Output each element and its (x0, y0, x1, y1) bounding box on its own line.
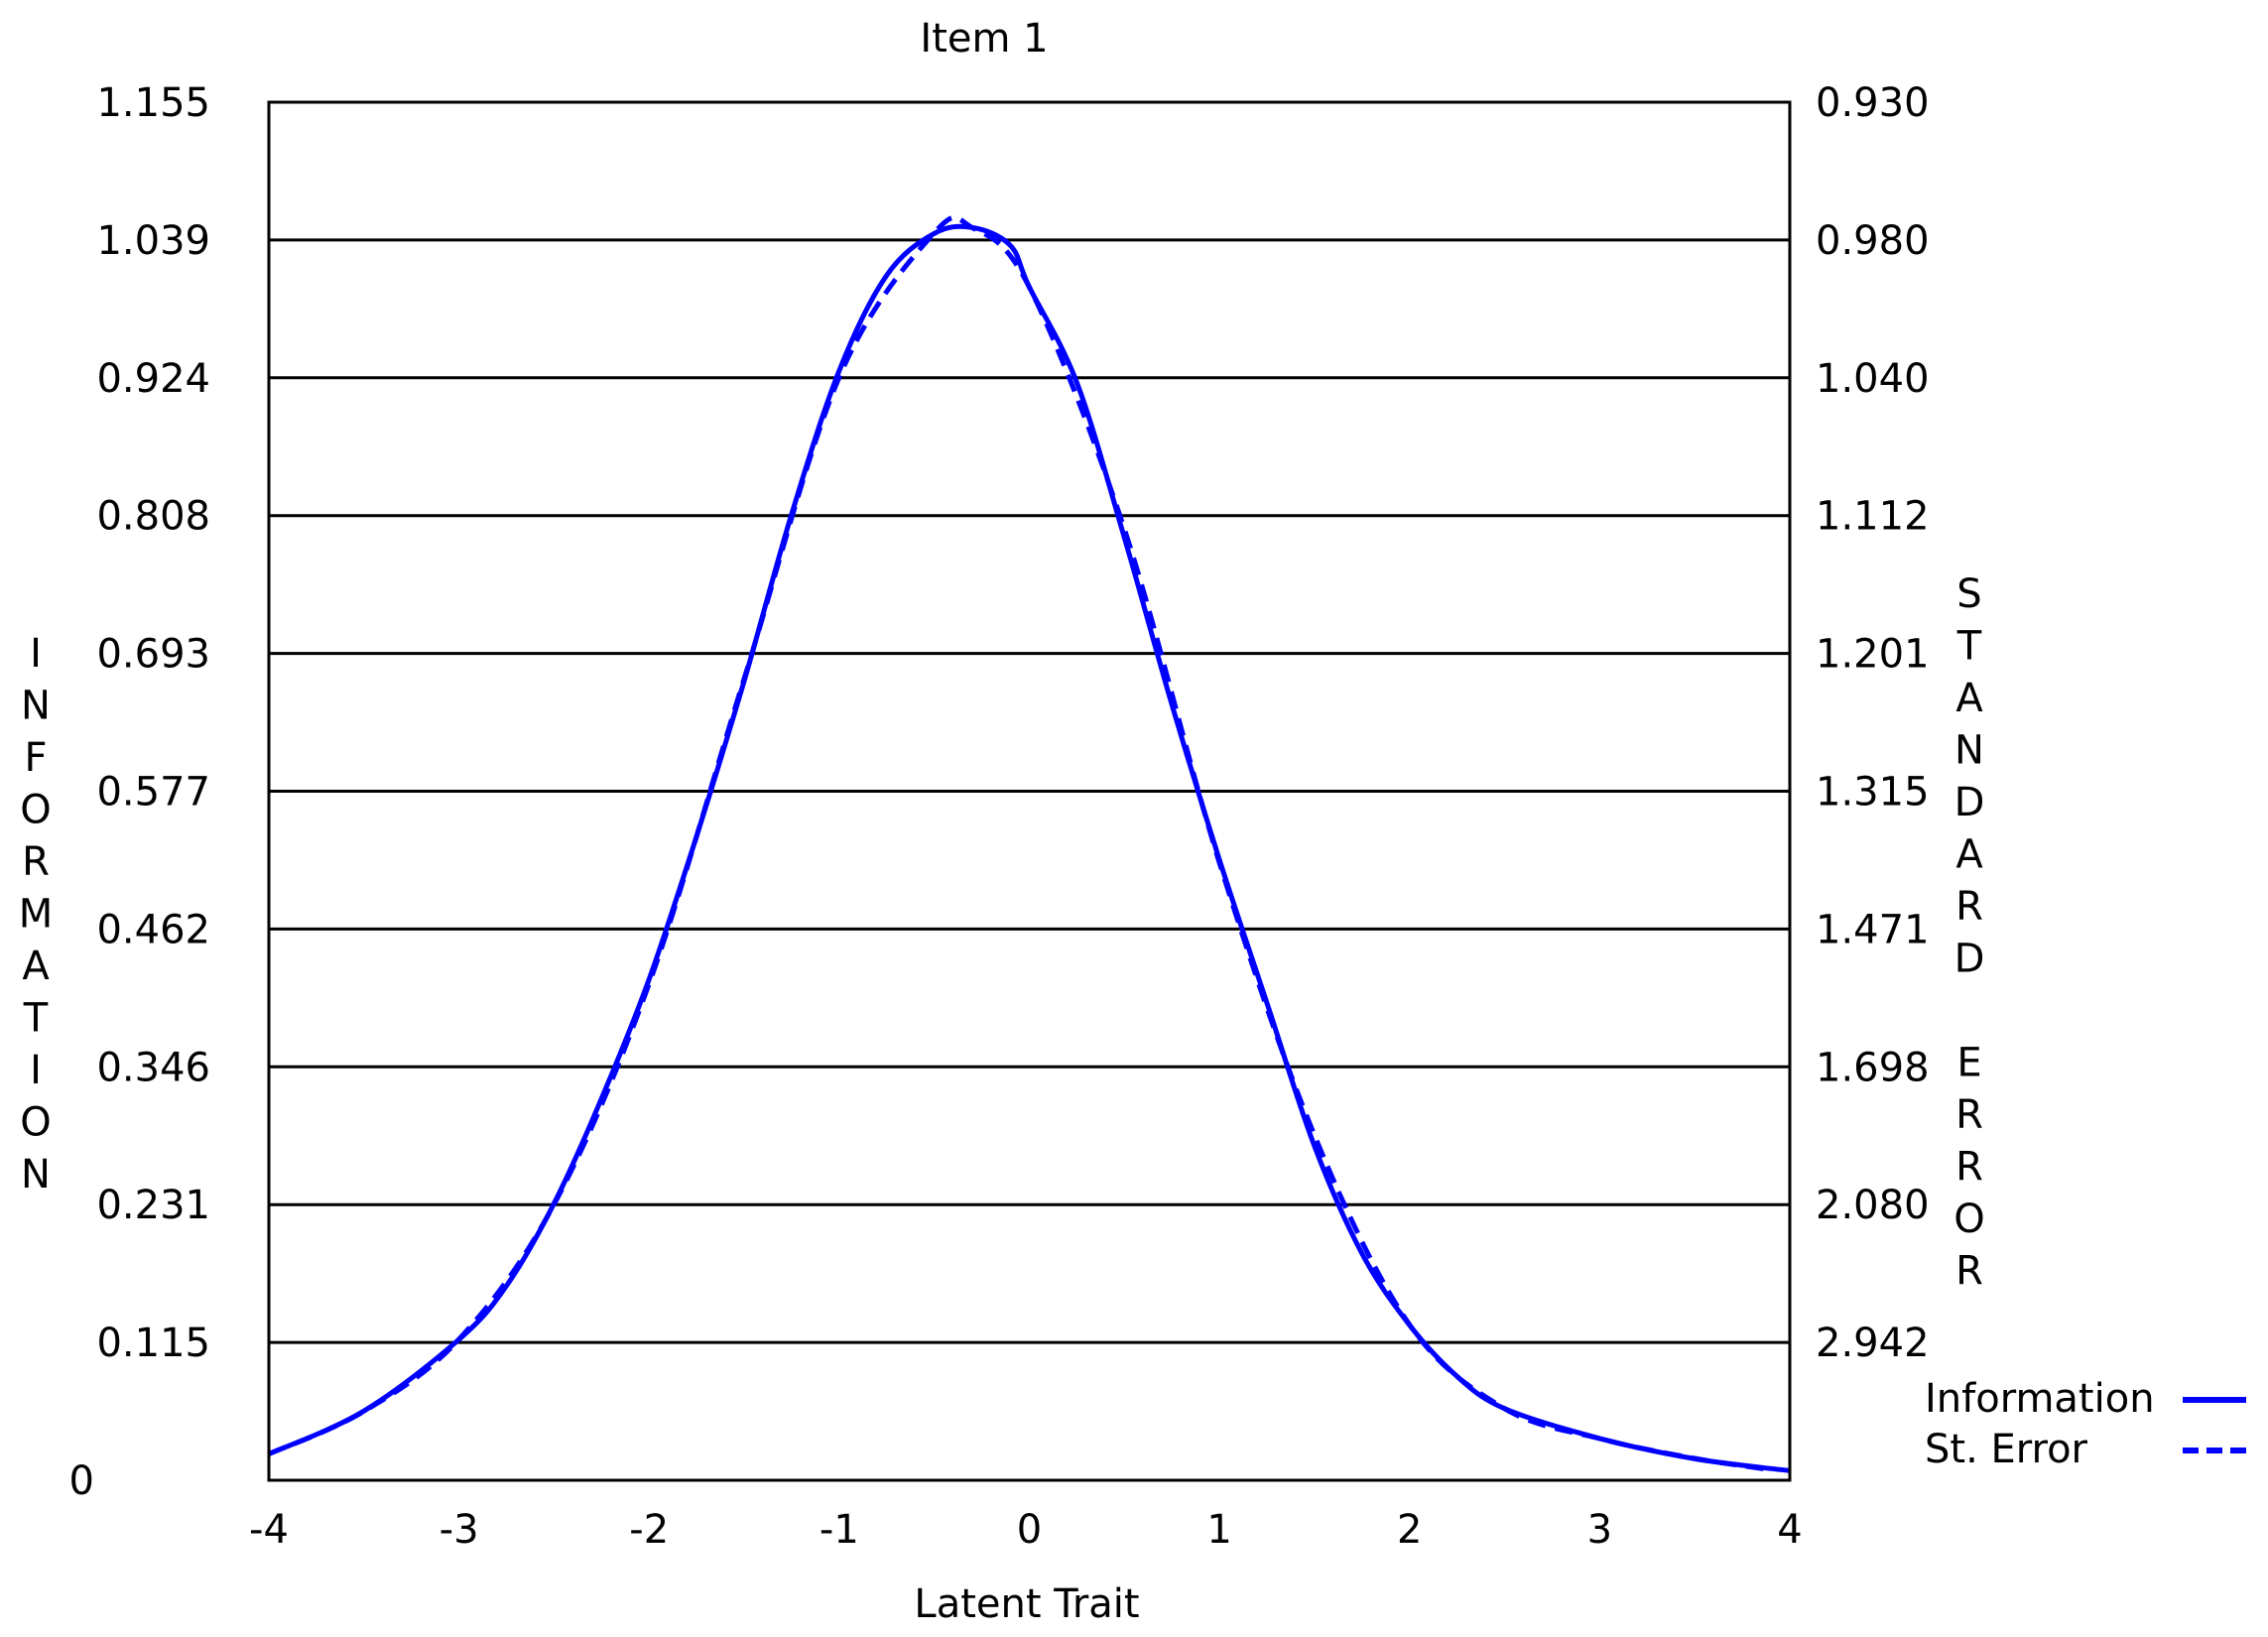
legend-label-information: Information (1925, 1376, 2155, 1422)
axis-title-letter: O (20, 1100, 51, 1146)
plot-series (267, 214, 1791, 1473)
axis-title-letter: O (20, 788, 51, 833)
grid-lines (269, 238, 1790, 1344)
axis-title-letter: R (1955, 884, 1983, 930)
axis-title-letter: N (21, 684, 51, 729)
axis-title-letter: A (22, 944, 50, 989)
x-axis-title: Latent Trait (914, 1581, 1139, 1627)
axis-title-letter: T (1956, 624, 1982, 670)
y-left-tick-label: 0.577 (96, 770, 210, 816)
y-left-tick-label: 0 (69, 1458, 94, 1504)
axis-title-letter: A (1955, 832, 1983, 878)
x-tick-label: -2 (629, 1507, 669, 1553)
y-axis-left-ticks: 0 0.115 0.231 0.346 0.462 0.577 0.693 0.808 0.92… (69, 80, 210, 1504)
x-tick-label: -1 (819, 1507, 859, 1553)
y-left-tick-label: 0.346 (96, 1045, 210, 1090)
axis-title-letter: R (1955, 1249, 1983, 1295)
legend-label-st-error: St. Error (1925, 1427, 2088, 1472)
y-right-tick-label: 1.315 (1816, 770, 1930, 816)
axis-title-letter: I (30, 631, 42, 677)
y-right-tick-label: 1.040 (1816, 356, 1930, 402)
axis-title-letter: F (24, 735, 47, 781)
x-axis-ticks: -4 -3 -2 -1 0 1 2 3 4 (249, 1507, 1803, 1553)
axis-title-letter: R (1955, 1092, 1983, 1138)
axis-title-letter: D (1954, 780, 1985, 825)
y-right-tick-label: 1.112 (1816, 494, 1930, 540)
y-left-tick-label: 0.808 (96, 494, 210, 540)
y-right-tick-label: 0.980 (1816, 218, 1930, 264)
y-right-tick-label: 1.201 (1816, 632, 1930, 678)
st-error-curve (267, 214, 1772, 1472)
axis-title-letter: N (1954, 728, 1984, 774)
information-curve (267, 223, 1791, 1473)
x-tick-label: 2 (1397, 1507, 1422, 1553)
x-tick-label: -3 (440, 1507, 479, 1553)
axis-title-letter: S (1956, 571, 1981, 617)
y-right-tick-label: 2.942 (1816, 1321, 1930, 1366)
x-tick-label: 3 (1587, 1507, 1612, 1553)
x-tick-label: 0 (1017, 1507, 1042, 1553)
y-left-tick-label: 1.155 (96, 80, 210, 126)
y-right-tick-label: 0.930 (1816, 80, 1930, 126)
axis-title-letter: I (30, 1048, 42, 1093)
y-right-tick-label: 2.080 (1816, 1183, 1930, 1228)
y-left-tick-label: 0.693 (96, 632, 210, 678)
axis-title-letter: N (21, 1152, 51, 1197)
y-right-tick-label: 1.471 (1816, 907, 1930, 952)
axis-title-letter: O (1953, 1196, 1984, 1242)
y-right-tick-label: 1.698 (1816, 1045, 1930, 1090)
axis-title-letter: R (1955, 1145, 1983, 1191)
y-left-tick-label: 1.039 (96, 218, 210, 264)
y-left-tick-label: 0.462 (96, 907, 210, 952)
axis-title-letter: E (1956, 1041, 1981, 1086)
axis-title-letter: M (19, 892, 54, 938)
y-left-tick-label: 0.924 (96, 356, 210, 402)
x-tick-label: 4 (1777, 1507, 1802, 1553)
plot-frame (267, 100, 1792, 1482)
axis-title-letter: R (22, 839, 50, 885)
y-left-tick-label: 0.231 (96, 1183, 210, 1228)
x-tick-label: 1 (1206, 1507, 1231, 1553)
y-left-tick-label: 0.115 (96, 1321, 210, 1366)
y-axis-right-ticks: 2.942 2.080 1.698 1.471 1.315 1.201 1.112 1.040… (1816, 80, 1930, 1366)
axis-title-letter: A (1955, 676, 1983, 721)
legend: Information St. Error (1925, 1376, 2246, 1472)
chart-title: Item 1 (920, 16, 1048, 62)
axis-title-letter: D (1954, 937, 1985, 982)
axis-title-letter: T (23, 996, 49, 1042)
x-tick-label: -4 (249, 1507, 289, 1553)
